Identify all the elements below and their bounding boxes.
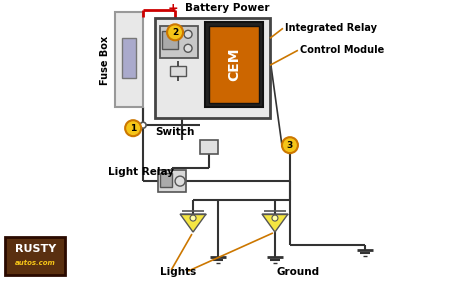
Text: +: + [168, 2, 178, 15]
Bar [115, 12, 143, 107]
Text: autos.com: autos.com [15, 260, 55, 266]
Bar [205, 22, 263, 107]
Circle shape [190, 215, 196, 221]
Polygon shape [262, 214, 288, 232]
Text: Fuse Box: Fuse Box [100, 36, 110, 85]
Circle shape [175, 176, 185, 186]
Polygon shape [180, 214, 206, 232]
Text: RUSTY: RUSTY [15, 244, 56, 254]
Bar [122, 38, 136, 78]
Text: 3: 3 [287, 141, 293, 150]
Bar [170, 66, 186, 76]
Circle shape [167, 24, 183, 40]
Bar [158, 170, 186, 192]
Text: 1: 1 [130, 124, 136, 133]
Bar [160, 173, 172, 187]
Bar [209, 26, 259, 103]
Circle shape [125, 120, 141, 136]
Circle shape [184, 44, 192, 52]
Text: Ground: Ground [276, 267, 319, 277]
Bar [155, 18, 270, 118]
Circle shape [282, 137, 298, 153]
Text: CEM: CEM [227, 47, 241, 81]
Text: Switch: Switch [155, 127, 195, 137]
Text: 2: 2 [172, 28, 178, 37]
Circle shape [272, 215, 278, 221]
Text: Control Module: Control Module [300, 45, 384, 55]
Bar [200, 140, 218, 154]
Circle shape [140, 122, 146, 128]
Circle shape [184, 30, 192, 38]
Bar [5, 237, 65, 275]
Text: Integrated Relay: Integrated Relay [285, 23, 377, 33]
Text: Light Relay: Light Relay [108, 167, 174, 177]
Text: Lights: Lights [160, 267, 196, 277]
Bar [162, 31, 178, 49]
Text: Battery Power: Battery Power [185, 3, 270, 13]
Bar [160, 26, 198, 58]
